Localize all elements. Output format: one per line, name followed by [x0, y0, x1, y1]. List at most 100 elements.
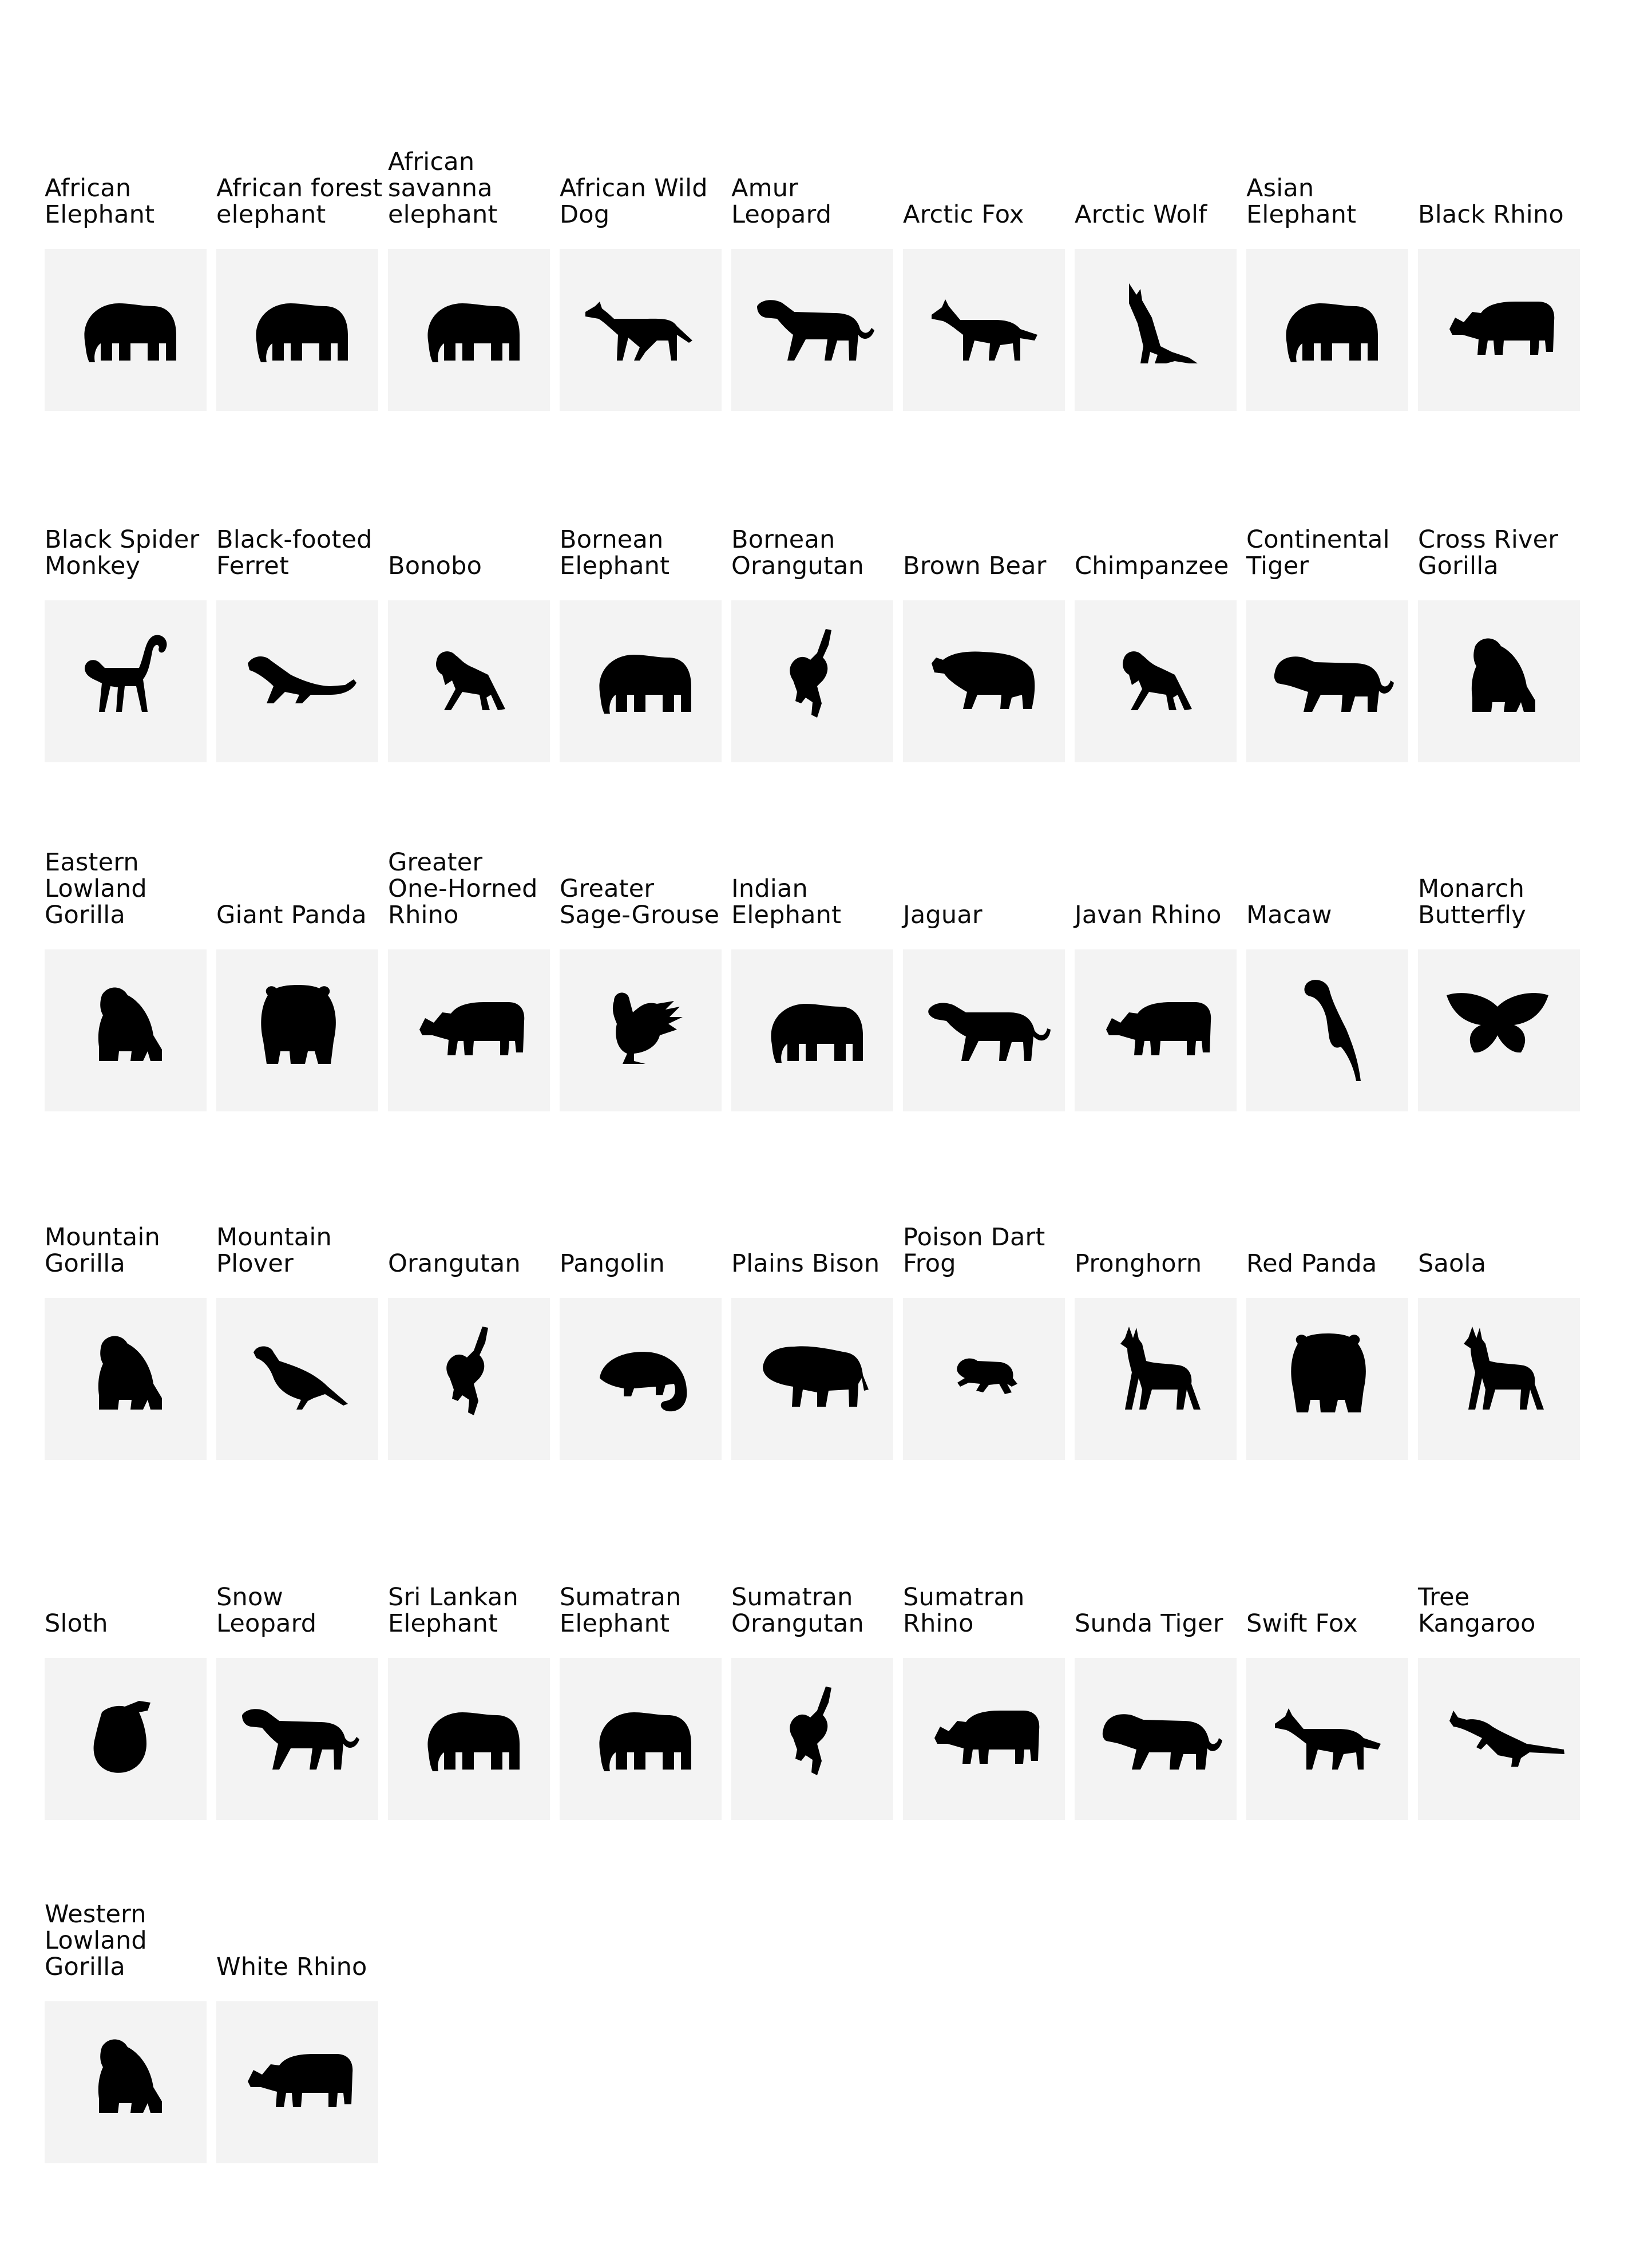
- animal-card: African forest elephant: [216, 0, 382, 411]
- animal-name: Indian Elephant: [731, 874, 842, 929]
- icon-tile: [216, 1658, 378, 1820]
- animal-name: White Rhino: [216, 1953, 367, 1981]
- animal-card: Sumatran Elephant: [560, 0, 722, 1820]
- animal-card: Asian Elephant: [1246, 0, 1408, 411]
- animal-name: Pangolin: [560, 1249, 665, 1278]
- icon-tile: [560, 1658, 722, 1820]
- animal-card: Greater One-Horned Rhino: [388, 0, 550, 1111]
- icon-tile: [560, 1298, 722, 1460]
- animal-name: African Elephant: [45, 174, 155, 229]
- bison-icon: [763, 1346, 869, 1407]
- animal-name: Snow Leopard: [216, 1583, 317, 1638]
- animal-card: Western Lowland Gorilla: [45, 0, 207, 2163]
- icon-tile: [903, 949, 1065, 1111]
- animal-card: Bonobo: [388, 0, 550, 762]
- icon-tile: [560, 249, 722, 411]
- animal-name: Arctic Fox: [903, 200, 1024, 229]
- elephant-icon: [771, 1004, 863, 1063]
- animal-card: Jaguar: [903, 0, 1065, 1111]
- icon-tile: [560, 600, 722, 762]
- animal-card: Sloth: [45, 0, 207, 1820]
- animal-card: Brown Bear: [903, 0, 1065, 762]
- animal-card: Sumatran Orangutan: [731, 0, 893, 1820]
- animal-card: White Rhino: [216, 0, 378, 2163]
- animal-card: Arctic Fox: [903, 0, 1065, 411]
- icon-tile: [1075, 249, 1237, 411]
- icon-tile: [1075, 600, 1237, 762]
- ferret-icon: [248, 656, 356, 703]
- animal-card: Sumatran Rhino: [903, 0, 1065, 1820]
- tiger-icon: [1102, 1714, 1222, 1770]
- animal-card: Bornean Elephant: [560, 0, 722, 762]
- animal-name: Sumatran Elephant: [560, 1583, 682, 1638]
- icon-tile: [731, 1298, 893, 1460]
- orangutan-icon: [790, 629, 831, 718]
- icon-tile: [1075, 1298, 1237, 1460]
- animal-card: Snow Leopard: [216, 0, 378, 1820]
- animal-card: Continental Tiger: [1246, 0, 1408, 762]
- animal-name: Bornean Orangutan: [731, 525, 864, 580]
- icon-tile: [1075, 1658, 1237, 1820]
- animal-name: Tree Kangaroo: [1418, 1583, 1536, 1638]
- gorilla-icon: [98, 987, 162, 1061]
- orangutan-icon: [446, 1327, 488, 1415]
- animal-card: Chimpanzee: [1075, 0, 1237, 762]
- rhino-icon: [934, 1711, 1040, 1764]
- jaguar-icon: [928, 1003, 1051, 1061]
- gorilla-icon: [98, 1336, 162, 1410]
- animal-card: Indian Elephant: [731, 0, 893, 1111]
- animal-name: Mountain Gorilla: [45, 1223, 160, 1278]
- animal-card: Pronghorn: [1075, 0, 1237, 1460]
- icon-tile: [731, 600, 893, 762]
- animal-card: Mountain Plover: [216, 0, 378, 1460]
- animal-card: Black Rhino: [1418, 0, 1580, 411]
- icon-tile: [1246, 249, 1408, 411]
- animal-name: Monarch Butterfly: [1418, 874, 1526, 929]
- animal-card: Mountain Gorilla: [45, 0, 207, 1460]
- icon-tile: [388, 1658, 550, 1820]
- animal-name: Sri Lankan Elephant: [388, 1583, 518, 1638]
- sloth-icon: [93, 1701, 150, 1773]
- animal-name: Macaw: [1246, 901, 1332, 929]
- elephant-icon: [599, 655, 691, 714]
- animal-name: Sunda Tiger: [1075, 1609, 1223, 1638]
- icon-tile: [731, 949, 893, 1111]
- leopard-icon: [757, 300, 874, 361]
- icon-tile: [731, 1658, 893, 1820]
- animal-name: Sloth: [45, 1609, 108, 1638]
- icon-tile: [903, 1298, 1065, 1460]
- animal-card: Greater Sage-Grouse: [560, 0, 722, 1111]
- sage-grouse-icon: [612, 992, 683, 1064]
- icon-tile: [216, 600, 378, 762]
- animal-name: African forest elephant: [216, 174, 383, 229]
- animal-name: Giant Panda: [216, 901, 367, 929]
- bear-icon: [932, 651, 1035, 709]
- icon-tile: [216, 2001, 378, 2163]
- icon-tile: [560, 949, 722, 1111]
- animal-name: Eastern Lowland Gorilla: [45, 848, 147, 929]
- icon-tile: [1246, 1298, 1408, 1460]
- elephant-icon: [1286, 303, 1378, 362]
- animal-name: Bornean Elephant: [560, 525, 670, 580]
- icon-tile: [1418, 600, 1580, 762]
- icon-tile: [45, 2001, 207, 2163]
- animal-card: Eastern Lowland Gorilla: [45, 0, 207, 1111]
- rhino-icon: [1449, 302, 1555, 355]
- icon-tile: [1246, 1658, 1408, 1820]
- animal-card: Sunda Tiger: [1075, 0, 1237, 1820]
- icon-tile: [45, 1298, 207, 1460]
- animal-name: Black Spider Monkey: [45, 525, 200, 580]
- icon-tile: [45, 949, 207, 1111]
- animal-card: Giant Panda: [216, 0, 378, 1111]
- icon-tile: [1418, 249, 1580, 411]
- elephant-icon: [427, 303, 520, 362]
- animal-card: Orangutan: [388, 0, 550, 1460]
- icon-tile: [1418, 1298, 1580, 1460]
- rhino-icon: [248, 2054, 353, 2107]
- animal-card: Arctic Wolf: [1075, 0, 1237, 411]
- animal-card: Amur Leopard: [731, 0, 893, 411]
- elephant-icon: [427, 1712, 520, 1771]
- animal-card: African savanna elephant: [388, 0, 550, 411]
- icon-tile: [731, 249, 893, 411]
- tiger-icon: [1274, 656, 1394, 712]
